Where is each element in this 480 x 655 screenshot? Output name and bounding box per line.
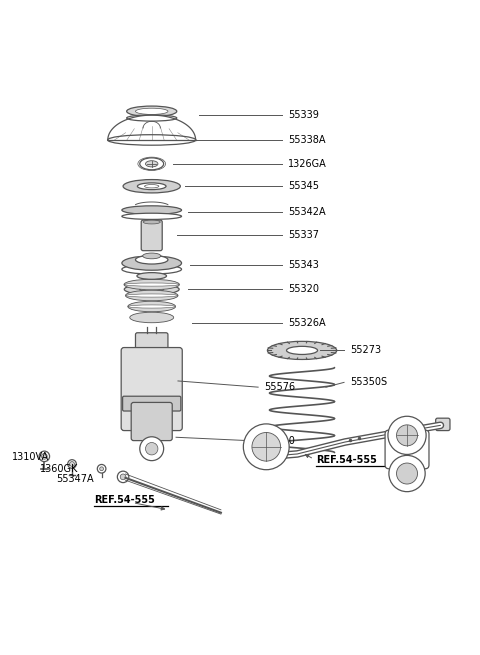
Ellipse shape [137, 272, 167, 279]
Ellipse shape [122, 214, 181, 219]
Ellipse shape [122, 206, 181, 214]
Ellipse shape [122, 256, 181, 271]
Circle shape [389, 455, 425, 492]
Text: 1326GA: 1326GA [288, 159, 326, 169]
Circle shape [70, 462, 74, 466]
Ellipse shape [287, 346, 318, 354]
Circle shape [243, 424, 289, 470]
Text: 55343: 55343 [288, 261, 319, 271]
FancyBboxPatch shape [436, 418, 450, 430]
Ellipse shape [144, 185, 159, 188]
FancyBboxPatch shape [135, 333, 168, 351]
Ellipse shape [135, 108, 168, 115]
Ellipse shape [122, 265, 181, 274]
Ellipse shape [127, 115, 177, 121]
Text: 55576: 55576 [264, 382, 295, 392]
Ellipse shape [135, 255, 168, 264]
Circle shape [39, 451, 49, 462]
Ellipse shape [128, 301, 176, 312]
Text: 55326A: 55326A [288, 318, 325, 328]
Ellipse shape [124, 284, 179, 295]
Ellipse shape [267, 341, 336, 360]
Ellipse shape [130, 312, 174, 323]
Ellipse shape [145, 160, 158, 167]
Circle shape [68, 460, 76, 468]
Ellipse shape [143, 253, 161, 259]
FancyBboxPatch shape [121, 348, 182, 430]
FancyBboxPatch shape [385, 430, 429, 469]
Circle shape [140, 437, 164, 460]
Ellipse shape [127, 106, 177, 117]
Circle shape [145, 443, 158, 455]
FancyBboxPatch shape [131, 402, 172, 441]
Circle shape [100, 467, 104, 471]
Circle shape [41, 453, 47, 459]
Circle shape [396, 463, 418, 484]
Text: 55338A: 55338A [288, 135, 325, 145]
Text: REF.54-555: REF.54-555 [95, 495, 156, 505]
Text: 55339: 55339 [288, 110, 319, 120]
Text: 55342A: 55342A [288, 206, 325, 217]
Text: 55347A: 55347A [56, 474, 94, 484]
Ellipse shape [137, 183, 166, 189]
Ellipse shape [128, 305, 176, 308]
Text: 55310: 55310 [264, 436, 295, 446]
Circle shape [117, 471, 129, 483]
Ellipse shape [108, 135, 196, 145]
Circle shape [388, 417, 426, 455]
Circle shape [396, 425, 418, 446]
Text: 55350S: 55350S [350, 377, 387, 387]
Ellipse shape [143, 220, 160, 224]
Ellipse shape [125, 294, 178, 297]
Ellipse shape [125, 290, 178, 301]
Text: 1360GK: 1360GK [39, 464, 78, 474]
Ellipse shape [140, 158, 164, 170]
Text: REF.54-555: REF.54-555 [316, 455, 377, 465]
FancyBboxPatch shape [141, 220, 162, 251]
Ellipse shape [124, 279, 180, 290]
Circle shape [97, 464, 106, 473]
Ellipse shape [123, 179, 180, 193]
Ellipse shape [124, 283, 180, 286]
Circle shape [252, 432, 281, 461]
FancyBboxPatch shape [122, 396, 181, 411]
Text: 55320: 55320 [288, 284, 319, 294]
Text: 55337: 55337 [288, 231, 319, 240]
Text: 55273: 55273 [350, 345, 381, 356]
Ellipse shape [140, 287, 164, 291]
Circle shape [120, 474, 126, 479]
Text: 55345: 55345 [288, 181, 319, 191]
Text: 1310VA: 1310VA [12, 453, 49, 462]
